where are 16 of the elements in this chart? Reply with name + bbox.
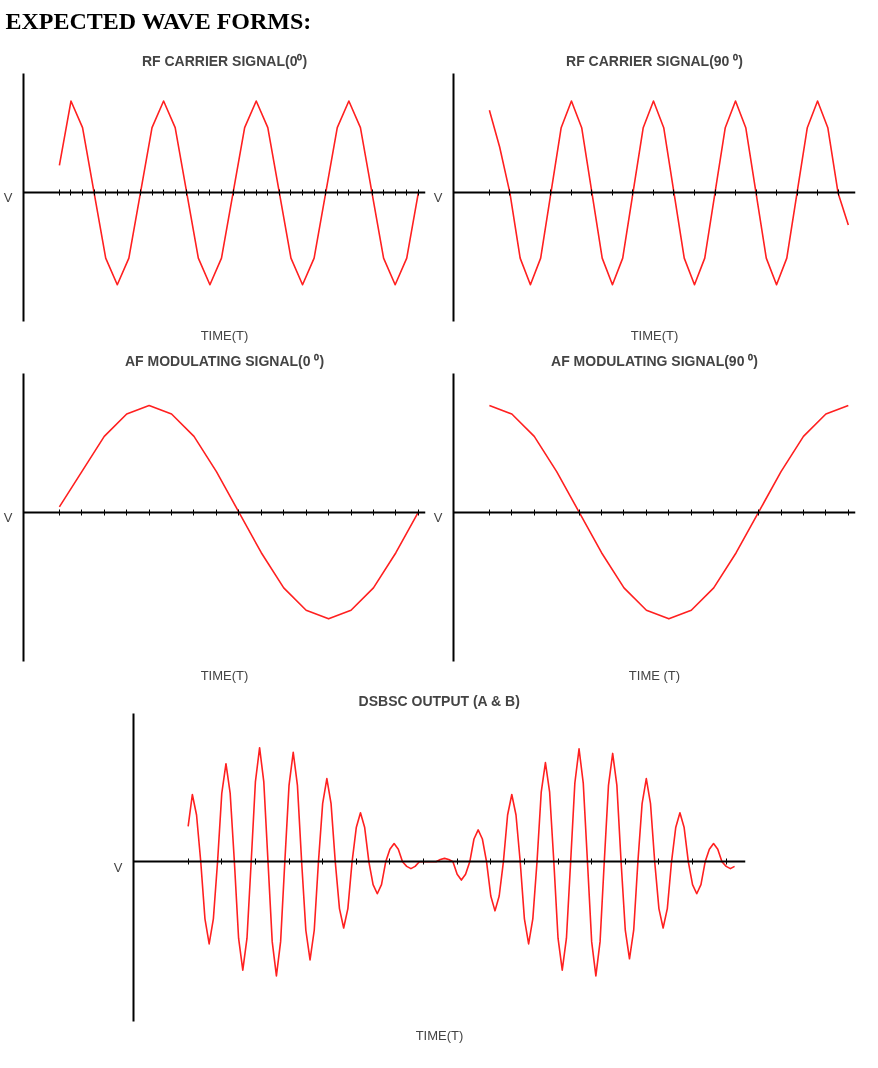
y-axis-title: V (433, 510, 443, 525)
x-axis-title: TIME(T) (415, 1027, 464, 1043)
y-axis-title: V (3, 510, 13, 525)
chart-title: AF MODULATING SIGNAL(0 ⁰) (124, 352, 325, 369)
y-axis-title: V (433, 190, 443, 205)
y-axis-title: V (3, 190, 13, 205)
chart-title: RF CARRIER SIGNAL(0⁰) (141, 52, 308, 69)
chart-title: AF MODULATING SIGNAL(90 ⁰) (551, 352, 758, 369)
text: EXPECTED WAVE FORMS: (5, 7, 312, 34)
x-axis-title: TIME (T) (628, 667, 681, 683)
x-axis-title: TIME(T) (630, 327, 679, 343)
y-axis-title: V (113, 860, 123, 875)
chart-title: DSBSC OUTPUT (A & B) (358, 692, 520, 709)
x-axis-title: TIME(T) (200, 667, 249, 683)
x-axis-title: TIME(T) (200, 327, 249, 343)
chart-title: RF CARRIER SIGNAL(90 ⁰) (566, 52, 743, 69)
